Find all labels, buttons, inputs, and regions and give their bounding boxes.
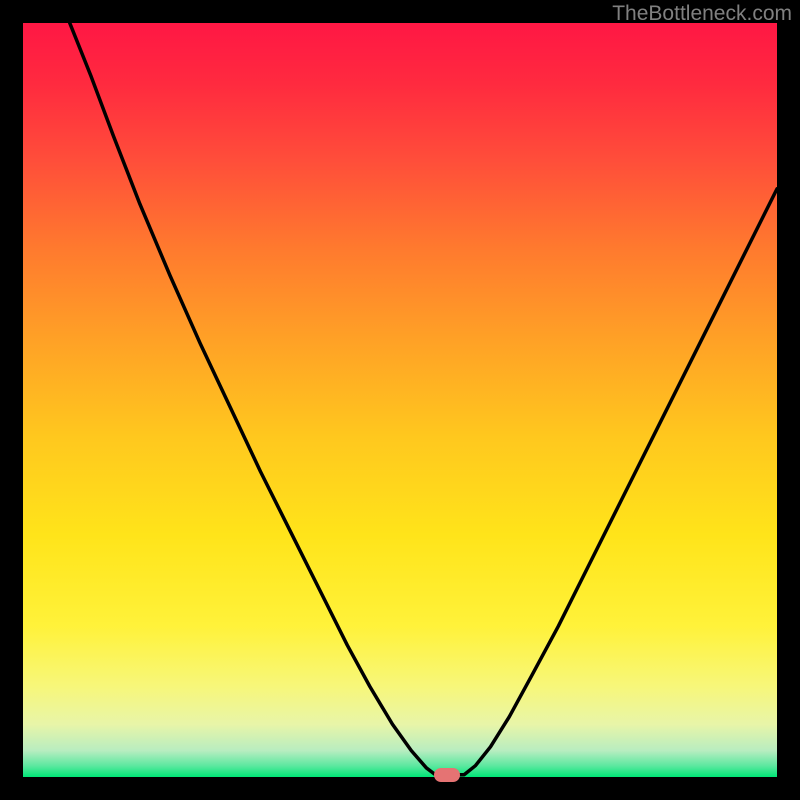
optimal-point-marker: [434, 768, 460, 782]
chart-container: TheBottleneck.com: [0, 0, 800, 800]
plot-svg: [23, 23, 777, 777]
gradient-background: [23, 23, 777, 777]
watermark-text: TheBottleneck.com: [612, 2, 792, 26]
plot-area: [23, 23, 777, 777]
